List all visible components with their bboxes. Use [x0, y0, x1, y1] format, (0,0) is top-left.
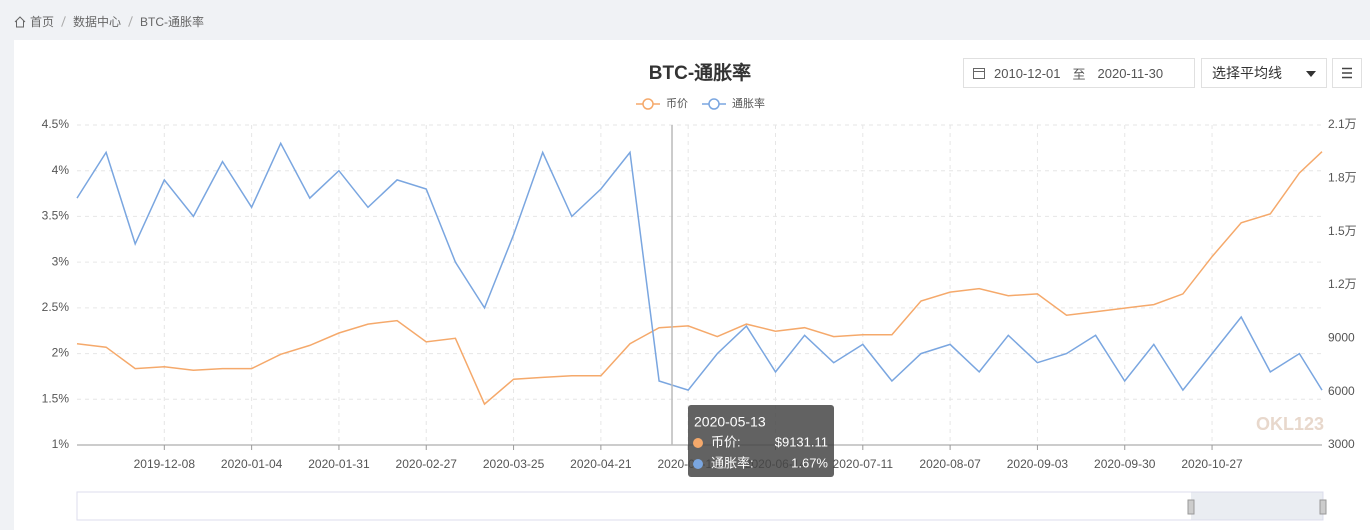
caret [1306, 71, 1316, 77]
calendar-icon [973, 68, 985, 79]
crumb: BTC-通胀率 [140, 15, 205, 29]
crumb[interactable]: 首页 [30, 15, 55, 29]
date-range[interactable]: 2010-12-01 至 2020-11-30 [963, 58, 1195, 88]
menu-button[interactable] [1332, 58, 1362, 88]
menu-icon [1342, 67, 1352, 79]
card [14, 40, 1370, 530]
date-separator: 至 [1072, 66, 1086, 82]
home-icon [14, 15, 26, 27]
breadcrumb: 首页 数据中心 BTC-通胀率 [14, 13, 204, 30]
select-label: 选择平均线 [1212, 65, 1282, 81]
crumb-separator [61, 16, 66, 27]
crumb-separator [128, 16, 133, 27]
start-date[interactable]: 2010-12-01 [994, 65, 1061, 81]
end-date[interactable]: 2020-11-30 [1097, 65, 1164, 81]
crumb[interactable]: 数据中心 [73, 15, 122, 29]
ma-select[interactable]: 选择平均线 [1201, 58, 1327, 88]
